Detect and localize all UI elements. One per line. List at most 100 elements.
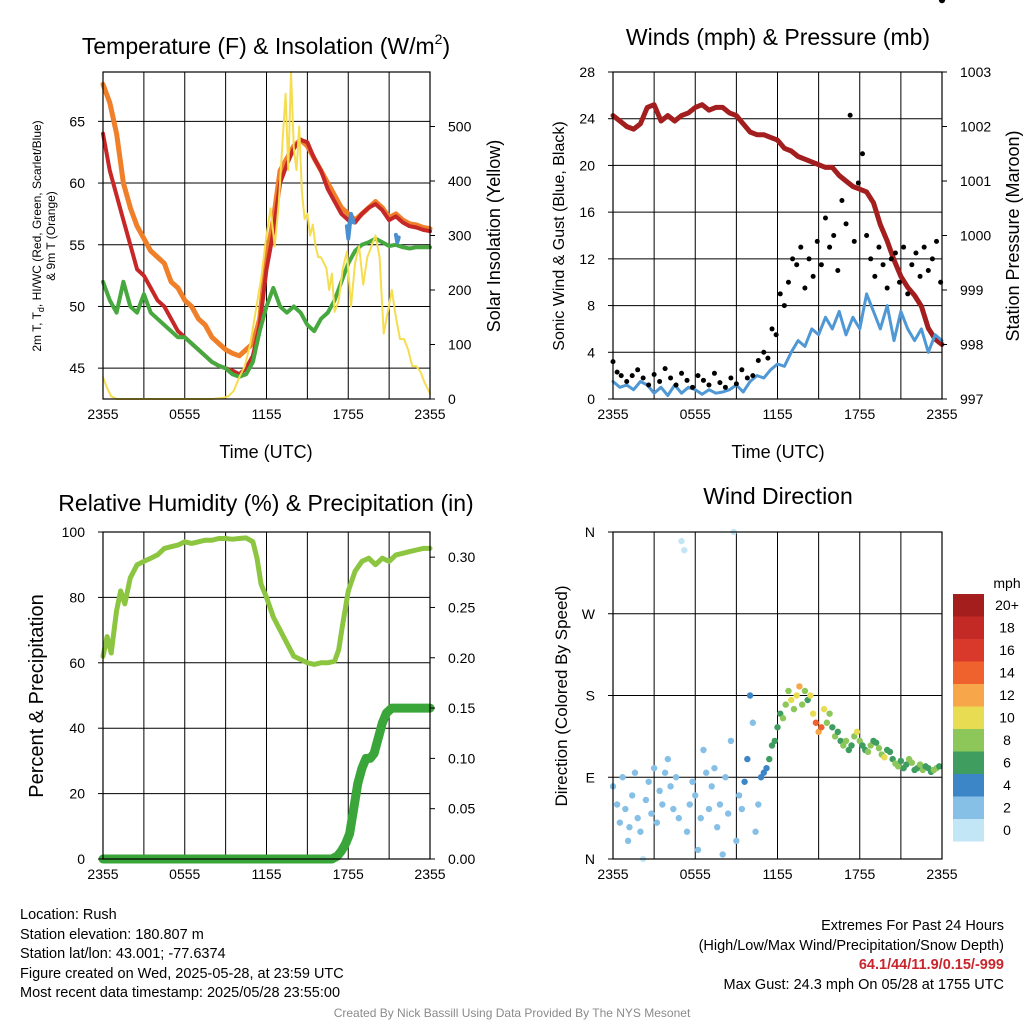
y-right-tick-label: 999 <box>960 282 984 298</box>
y-tick-label: 50 <box>69 298 85 314</box>
colorbar-swatch <box>953 639 984 662</box>
wind-direction-point <box>842 737 850 745</box>
y-right-tick-label: 0.05 <box>448 801 475 817</box>
y-right-tick-label: 500 <box>448 119 472 135</box>
temperature-x-axis-label: Time (UTC) <box>219 442 312 462</box>
wind-direction-point <box>659 801 666 808</box>
wind-direction-point <box>774 724 781 731</box>
gust-point <box>929 256 935 262</box>
gust-point <box>651 371 657 377</box>
extremes-values: 64.1/44/11.9/0.15/-999 <box>858 957 1004 973</box>
pressure-line <box>610 102 945 347</box>
gust-point <box>835 268 841 274</box>
y-tick-label: N <box>585 851 595 867</box>
gust-point <box>684 377 690 383</box>
gust-point <box>744 375 750 381</box>
gust-point <box>810 273 816 279</box>
y-tick-label: 28 <box>579 64 595 80</box>
colorbar-swatch <box>953 796 984 819</box>
gust-point <box>888 256 894 262</box>
x-tick-label: 0555 <box>169 406 200 422</box>
gust-point <box>851 238 857 244</box>
hiwc2-line <box>393 232 401 245</box>
gust-point <box>794 262 800 268</box>
y-tick-label: 0 <box>77 851 85 867</box>
wind-direction-point <box>771 737 778 745</box>
wind-direction-point <box>763 764 770 772</box>
colorbar-label: 12 <box>999 687 1015 703</box>
gust-point <box>750 373 756 379</box>
colorbar-label: 18 <box>999 620 1015 636</box>
colorbar-swatch <box>953 751 984 774</box>
wind-direction-point <box>616 819 624 826</box>
humidity-ticks: 2355 0555 1155 1755 23550204060801000.000.05… <box>62 524 476 882</box>
gust-point <box>859 151 865 157</box>
y-right-tick-label: 0.25 <box>448 599 475 615</box>
colorbar-label: 10 <box>999 710 1015 726</box>
x-tick-label: 2355 <box>597 406 628 422</box>
gust-point <box>831 233 837 238</box>
y-tick-label: 80 <box>69 589 85 605</box>
gust-point <box>673 382 679 388</box>
wind-direction-point <box>705 805 713 813</box>
gust-point <box>717 380 723 386</box>
colorbar-label: 2 <box>1003 800 1011 816</box>
credit-line: Created By Nick Bassill Using Data Provi… <box>333 1006 691 1020</box>
colorbar-swatch <box>953 661 984 684</box>
wind-direction-point <box>661 769 669 776</box>
y-tick-label: 60 <box>69 655 85 671</box>
wind-direction-point <box>881 754 888 761</box>
wind-direction-point <box>848 742 855 749</box>
colorbar-label: 16 <box>999 642 1015 658</box>
y-right-tick-label: 997 <box>960 391 984 407</box>
temperature-ticks: 2355 0555 1155 1755 2355 45 50 55 60 65 0 100 200 300… <box>69 71 472 422</box>
y-right-tick-label: 100 <box>448 337 472 353</box>
station-latlon: Station lat/lon: 43.001; -77.6374 <box>20 946 226 962</box>
wind-direction-point <box>675 814 682 822</box>
wind-direction-point <box>689 778 696 785</box>
gust-point <box>711 370 717 376</box>
gust-point <box>728 375 734 381</box>
wind-direction-y-axis-label: Direction (Colored By Speed) <box>552 585 571 806</box>
gust-point <box>629 373 635 379</box>
wind-direction-point <box>626 824 633 831</box>
wind-direction-point <box>779 715 787 722</box>
y-tick-label: 100 <box>62 524 86 540</box>
wind-direction-point <box>936 763 943 770</box>
wind-direction-point <box>938 0 946 4</box>
wind-direction-point <box>908 759 916 766</box>
gust-point <box>722 384 728 390</box>
wind-direction-point <box>722 774 729 781</box>
wind-direction-point <box>653 819 661 826</box>
gust-point <box>706 382 712 388</box>
wind-direction-point <box>793 692 800 699</box>
wind-direction-point <box>818 724 825 731</box>
x-tick-label: 1755 <box>844 406 875 422</box>
wind-direction-point <box>897 757 905 765</box>
wind-direction-point <box>681 546 688 554</box>
wind-direction-point <box>766 755 773 763</box>
y-right-tick-label: 200 <box>448 282 472 298</box>
gust-point <box>781 303 787 309</box>
wind-direction-point <box>807 692 814 699</box>
wind-direction-point <box>755 801 762 808</box>
gust-point <box>806 256 812 262</box>
wind-direction-point <box>656 787 663 795</box>
wind-direction-point <box>622 805 629 813</box>
gust-point <box>733 381 739 387</box>
wind-direction-point <box>670 805 677 813</box>
gust-point <box>798 244 804 250</box>
wind-direction-point <box>749 719 757 726</box>
plot-frame <box>102 71 431 400</box>
gust-point <box>901 244 907 250</box>
colorbar-swatch <box>953 729 984 752</box>
wind-direction-point <box>667 783 674 790</box>
gust-point <box>921 244 927 250</box>
wind-direction-point <box>613 801 621 808</box>
t9m-line <box>100 81 433 359</box>
gust-point <box>657 378 663 384</box>
gust-point <box>802 285 808 291</box>
y-tick-label: 8 <box>587 298 595 314</box>
gust-point <box>739 367 745 373</box>
gust-point <box>690 384 696 390</box>
